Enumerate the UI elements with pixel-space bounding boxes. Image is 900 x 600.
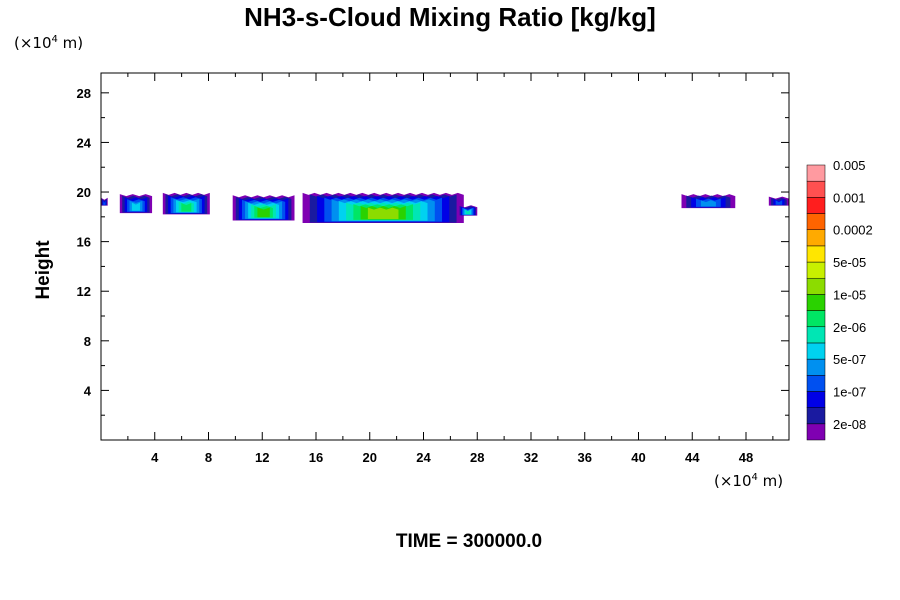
- colorbar-swatch: [806, 375, 826, 392]
- colorbar-label: 2e-06: [833, 320, 866, 335]
- x-tick-label: 48: [739, 450, 753, 465]
- colorbar-swatch: [806, 423, 826, 441]
- colorbar: 2e-08 1e-07 5e-07 2e-06 1e-05 5e-05 0.0002 0.00…: [806, 158, 873, 441]
- colorbar-swatch: [806, 294, 826, 311]
- colorbar-label: 0.0002: [833, 223, 873, 238]
- colorbar-swatch: [806, 213, 826, 230]
- cloud-band: [367, 207, 399, 220]
- cloud-band: [465, 209, 470, 215]
- x-tick-label: 24: [416, 450, 431, 465]
- colorbar-swatch: [806, 310, 826, 328]
- cloud-patch: [681, 194, 736, 209]
- cloud-patch: [458, 205, 478, 216]
- x-axis-unit: (×104 m): [714, 472, 784, 490]
- colorbar-label: 1e-05: [833, 287, 866, 302]
- x-tick-label: 8: [205, 450, 212, 465]
- x-tick-label: 20: [363, 450, 377, 465]
- colorbar-swatch: [806, 277, 826, 295]
- colorbar-label: 0.001: [833, 190, 866, 205]
- colorbar-label: 1e-07: [833, 384, 866, 399]
- cloud-patch: [232, 195, 295, 221]
- colorbar-swatch: [806, 197, 826, 214]
- y-tick-label: 20: [77, 185, 91, 200]
- cloud-band: [103, 200, 106, 205]
- y-tick-label: 28: [77, 86, 91, 101]
- x-tick-label: 12: [255, 450, 269, 465]
- cloud-patch: [119, 194, 153, 214]
- x-tick-label: 36: [578, 450, 592, 465]
- colorbar-swatch: [806, 407, 826, 425]
- colorbar-swatch: [806, 391, 826, 408]
- colorbar-label: 5e-07: [833, 352, 866, 367]
- cloud-band: [257, 207, 270, 218]
- colorbar-label: 5e-05: [833, 255, 866, 270]
- colorbar-label: 0.005: [833, 158, 866, 173]
- colorbar-swatch: [806, 164, 826, 182]
- chart-title: NH3-s-Cloud Mixing Ratio [kg/kg]: [244, 2, 656, 32]
- y-tick-label: 8: [84, 334, 91, 349]
- cloud-band: [775, 200, 783, 205]
- y-tick-label: 12: [77, 284, 91, 299]
- cloud-band: [181, 203, 192, 212]
- y-axis-unit: (×104 m): [14, 34, 84, 52]
- x-tick-label: 16: [309, 450, 323, 465]
- colorbar-swatch: [806, 326, 826, 344]
- cloud-patch: [101, 197, 108, 206]
- colorbar-label: 2e-08: [833, 417, 866, 432]
- plot-frame: [100, 72, 790, 441]
- x-tick-label: 44: [685, 450, 700, 465]
- y-tick-label: 4: [84, 383, 92, 398]
- colorbar-swatch: [806, 342, 826, 360]
- x-tick-label: 32: [524, 450, 538, 465]
- x-tick-label: 40: [631, 450, 645, 465]
- y-tick-label: 24: [77, 135, 92, 150]
- cloud-layer: [101, 192, 789, 224]
- colorbar-swatch: [806, 358, 826, 376]
- colorbar-swatch: [806, 180, 826, 198]
- colorbar-swatch: [806, 229, 826, 247]
- colorbar-swatch: [806, 245, 826, 263]
- cloud-patch: [768, 196, 789, 206]
- cloud-patch: [302, 192, 464, 224]
- time-label: TIME = 300000.0: [395, 531, 543, 552]
- x-tick-label: 4: [151, 450, 159, 465]
- y-tick-label: 16: [77, 235, 91, 250]
- cloud-band: [131, 202, 140, 211]
- colorbar-swatch: [806, 261, 826, 279]
- x-tick-label: 28: [470, 450, 484, 465]
- cloud-band: [700, 200, 716, 207]
- cloud-patch: [162, 192, 210, 215]
